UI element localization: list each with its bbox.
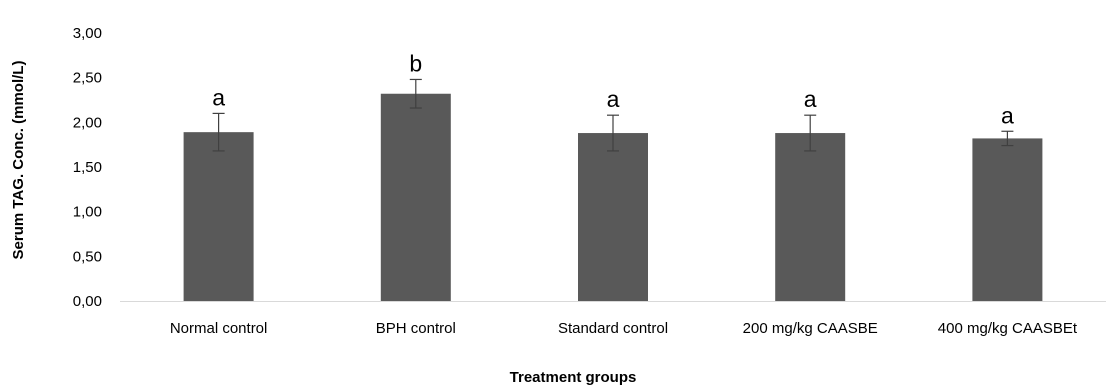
x-axis-title: Treatment groups	[510, 369, 637, 386]
bar	[183, 132, 254, 301]
y-tick-label: 2,00	[73, 114, 102, 131]
significance-letters: a b a a a	[212, 50, 1014, 128]
x-tick-label: Normal control	[170, 320, 268, 337]
significance-letter: a	[212, 84, 225, 110]
x-tick-label: Standard control	[558, 320, 668, 337]
error-bar	[212, 112, 225, 152]
x-tick-label: 400 mg/kg CAASBEt	[938, 320, 1078, 337]
bar	[972, 138, 1043, 301]
y-axis-ticks: 0,00 0,50 1,00 1,50 2,00 2,50 3,00	[73, 25, 102, 310]
x-tick-label: BPH control	[376, 320, 456, 337]
bar	[380, 93, 451, 301]
error-bar	[804, 114, 817, 152]
x-axis-ticks: Normal control BPH control Standard contro…	[170, 320, 1078, 337]
y-tick-label: 3,00	[73, 25, 102, 42]
significance-letter: a	[1001, 102, 1014, 128]
y-axis-title: Serum TAG. Conc. (mmol/L)	[10, 61, 27, 260]
significance-letter: a	[607, 86, 620, 112]
significance-letter: a	[804, 86, 817, 112]
y-tick-label: 0,50	[73, 248, 102, 265]
error-bar	[607, 114, 619, 152]
y-tick-label: 0,00	[73, 293, 102, 310]
bar	[775, 133, 846, 301]
x-tick-label: 200 mg/kg CAASBE	[743, 320, 878, 337]
y-tick-label: 2,50	[73, 70, 102, 87]
error-bar	[409, 78, 422, 109]
error-bar	[1001, 130, 1014, 147]
y-tick-label: 1,00	[73, 204, 102, 221]
error-bars-group	[212, 78, 1014, 152]
y-tick-label: 1,50	[73, 159, 102, 176]
bars-group	[183, 93, 1043, 301]
significance-letter: b	[409, 50, 422, 76]
bar	[578, 133, 648, 301]
